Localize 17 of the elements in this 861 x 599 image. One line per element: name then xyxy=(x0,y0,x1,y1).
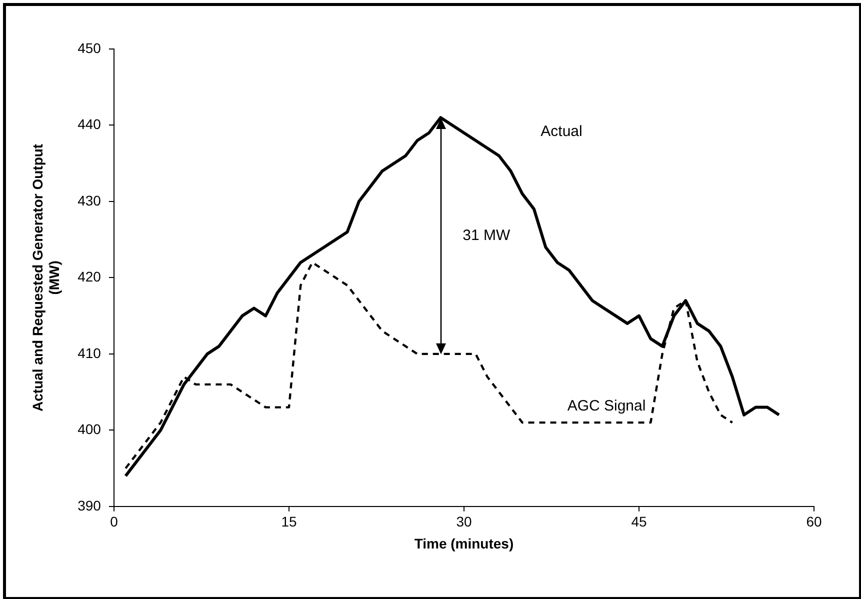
text: Actual xyxy=(540,122,582,140)
annotation: 31 MW xyxy=(462,226,511,244)
y-tick-label: 410 xyxy=(78,344,102,361)
y-tick-label: 420 xyxy=(78,268,102,285)
y-tick-label: 390 xyxy=(78,497,102,514)
y-tick-label: 400 xyxy=(78,421,102,438)
series-label: AGC Signal xyxy=(567,398,646,415)
x-tick-label: 45 xyxy=(631,514,647,530)
x-tick-label: 60 xyxy=(806,514,822,530)
y-tick-label: 430 xyxy=(78,192,102,208)
x-tick-label: 15 xyxy=(281,514,297,530)
y-axis-title: Actual and Requested Generator Output (MW) xyxy=(29,144,62,412)
y-tick-label: 450 xyxy=(78,40,102,56)
x-tick-label: 30 xyxy=(456,514,472,530)
y-tick-label: 440 xyxy=(78,116,102,132)
x-axis-title: Time (minutes) xyxy=(414,535,514,552)
x-tick-label: 0 xyxy=(110,514,118,530)
